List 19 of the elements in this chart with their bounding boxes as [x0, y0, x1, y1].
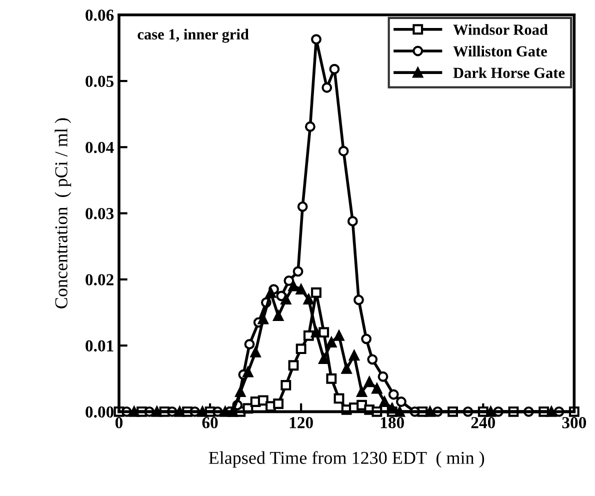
y-axis-title: Concentration ( pCi / ml )	[54, 118, 72, 308]
y-tick-label: 0.03	[86, 208, 114, 220]
legend-label: Windsor Road	[453, 24, 548, 35]
annotation: case 1, inner grid	[138, 28, 249, 43]
x-tick-label: 120	[290, 417, 313, 428]
y-tick-label: 0.04	[86, 142, 114, 154]
x-tick-label: 0	[115, 417, 123, 428]
legend-label: Dark Horse Gate	[453, 67, 565, 78]
x-tick-label: 240	[471, 417, 496, 428]
x-axis-title: Elapsed Time from 1230 EDT ( min )	[208, 451, 484, 468]
y-tick-label: 0.00	[86, 406, 114, 418]
x-tick-label: 60	[202, 417, 218, 428]
x-tick-label: 300	[562, 417, 586, 428]
y-tick-label: 0.02	[86, 274, 114, 286]
x-tick-label: 180	[380, 417, 404, 428]
legend-label: Williston Gate	[453, 46, 547, 57]
y-tick-label: 0.06	[86, 10, 114, 21]
y-tick-label: 0.05	[86, 76, 114, 88]
y-tick-label: 0.01	[86, 340, 114, 352]
